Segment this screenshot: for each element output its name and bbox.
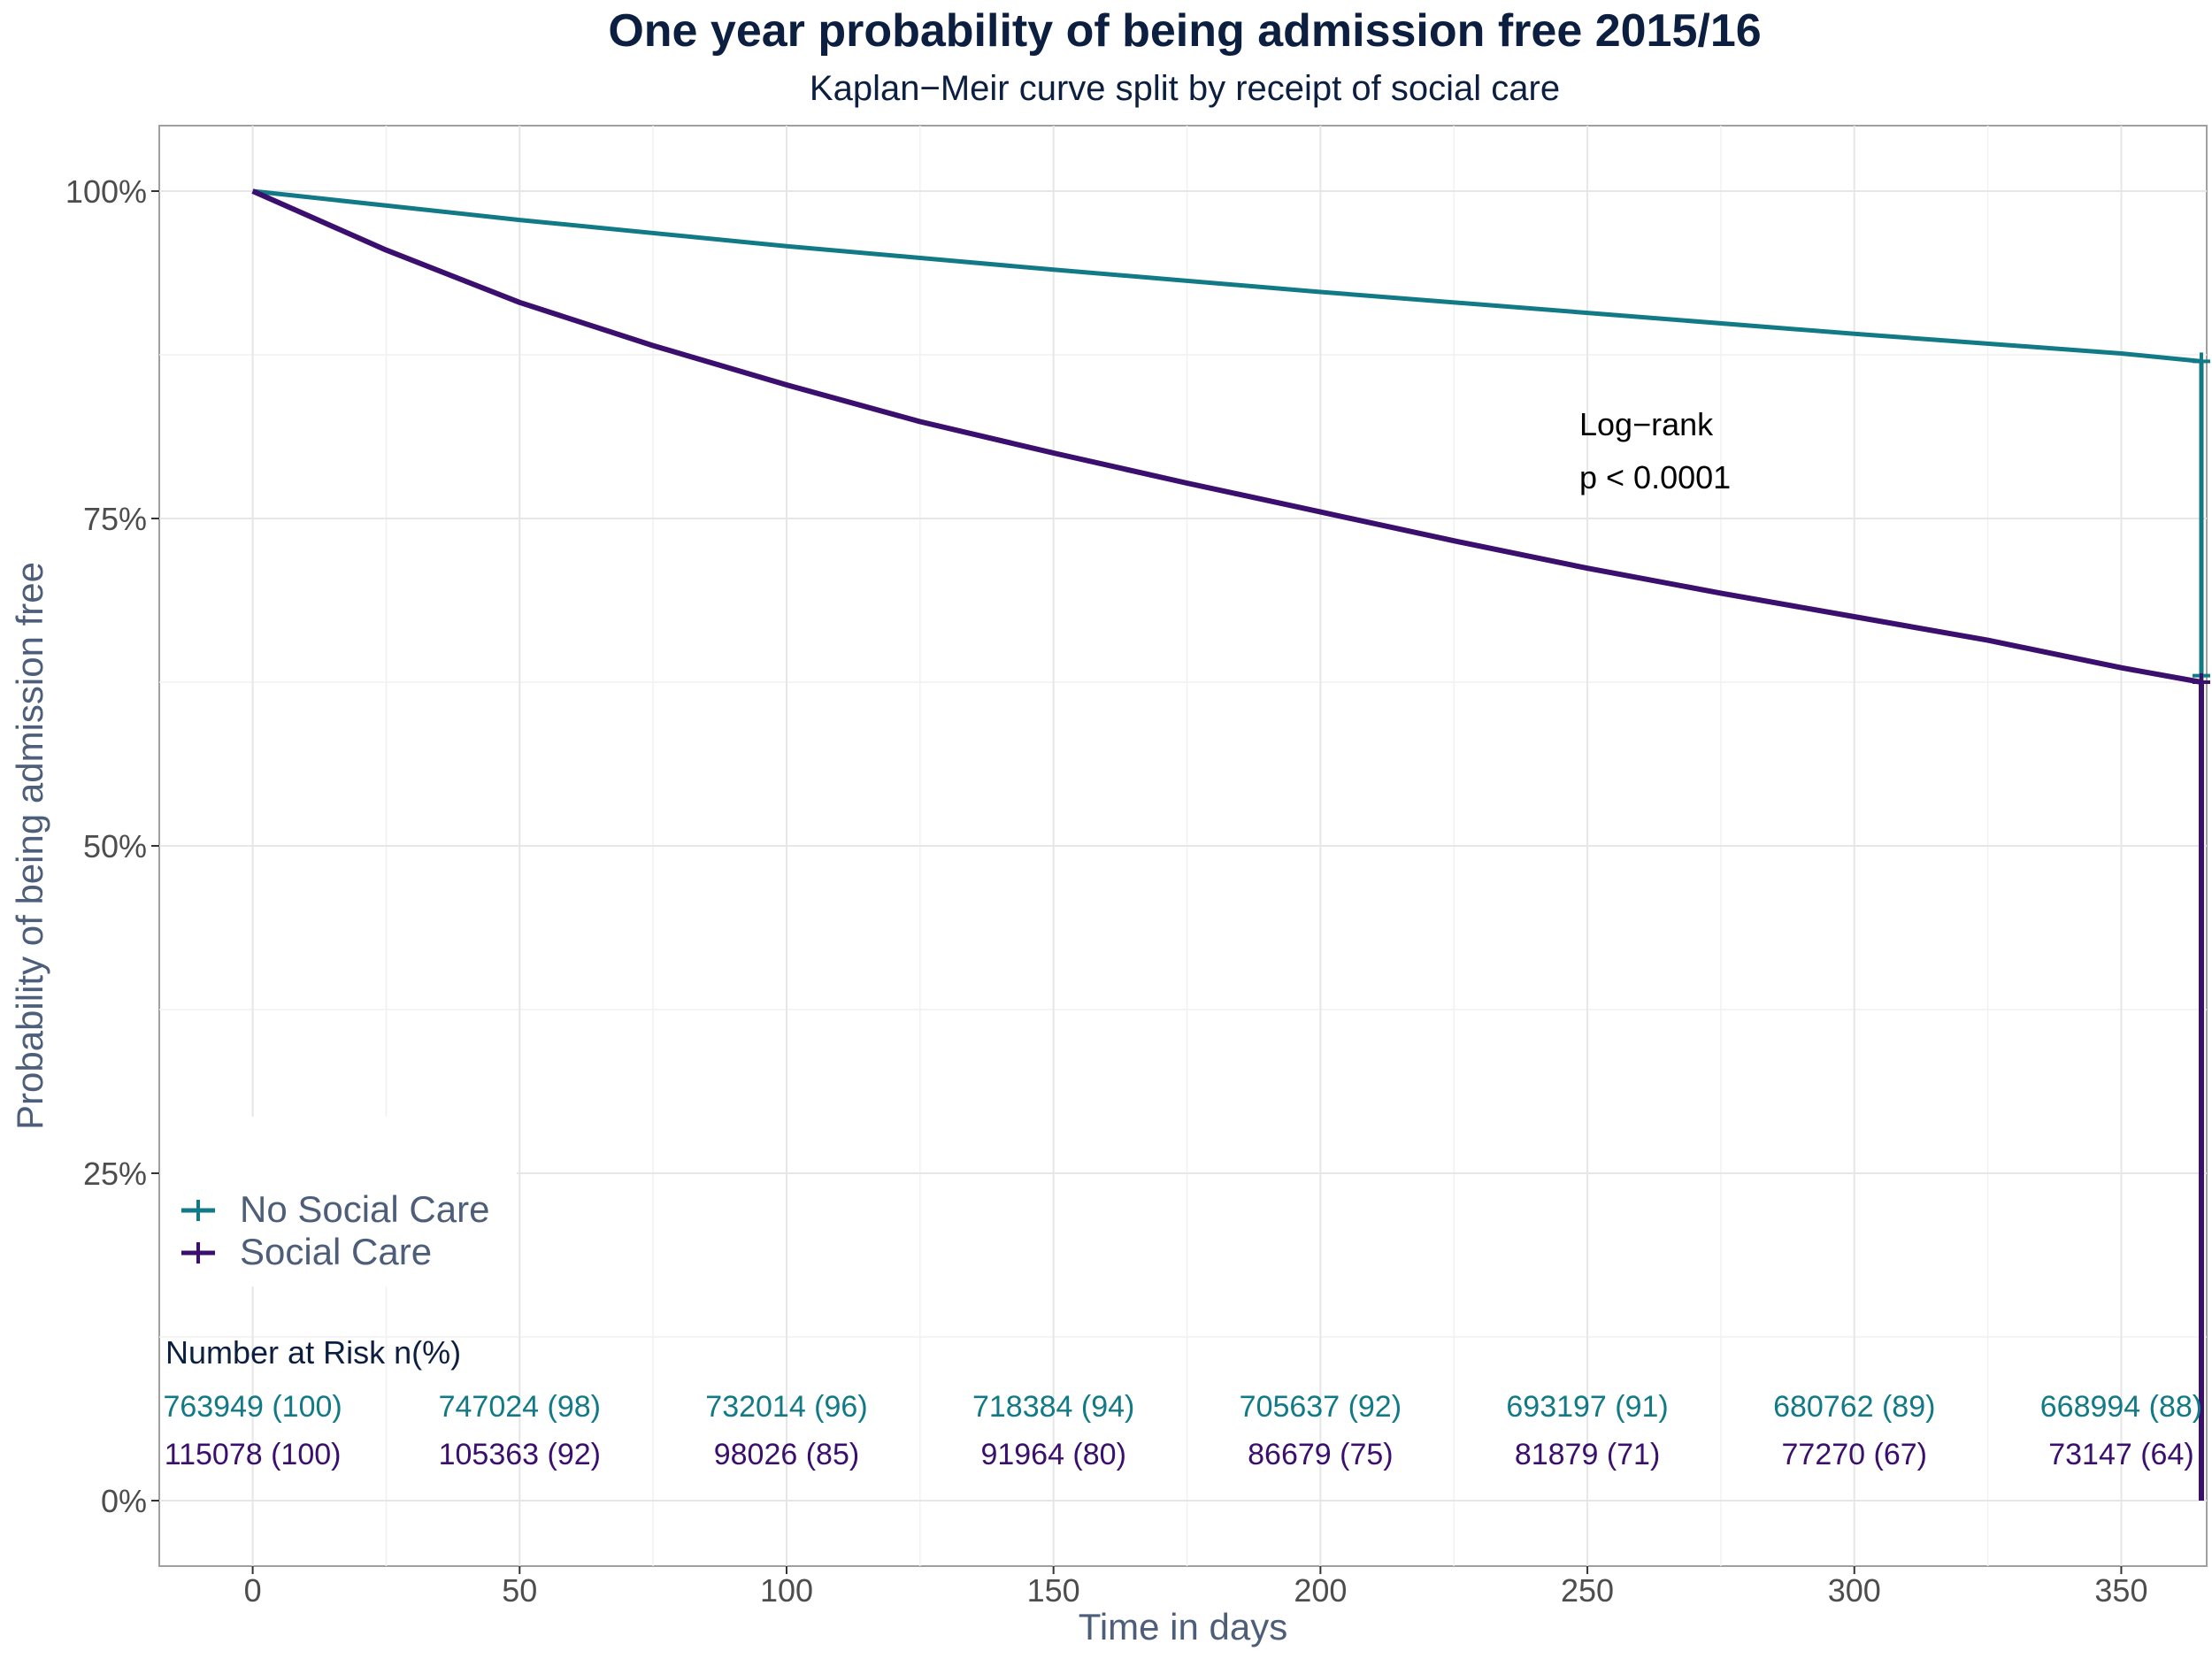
y-tick-label: 0% (101, 1483, 147, 1519)
x-axis: 0 50 100 150 200 250 300 350 (244, 1566, 2147, 1609)
risk-value: 73147 (64) (2048, 1438, 2193, 1471)
grid-minor (159, 126, 2207, 1566)
annotation-line-2: p < 0.0001 (1579, 459, 1731, 495)
x-tick-label: 300 (1828, 1572, 1881, 1609)
y-tick-label: 25% (83, 1156, 147, 1192)
risk-table-title: Number at Risk n(%) (165, 1334, 461, 1371)
y-tick-label: 75% (83, 501, 147, 537)
risk-value: 91964 (80) (980, 1438, 1125, 1471)
legend-label-no-social-care: No Social Care (240, 1188, 489, 1230)
chart-subtitle: Kaplan−Meir curve split by receipt of so… (810, 69, 1560, 108)
risk-value: 98026 (85) (714, 1438, 859, 1471)
x-tick-label: 200 (1294, 1572, 1347, 1609)
legend-background (161, 1117, 517, 1286)
y-tick-label: 100% (65, 173, 147, 210)
risk-value: 747024 (98) (439, 1390, 601, 1424)
risk-value: 115078 (100) (165, 1438, 342, 1471)
series-line-social-care (251, 188, 2204, 1501)
x-tick-label: 100 (760, 1572, 813, 1609)
legend-entry-no-social-care: No Social Care (181, 1188, 489, 1230)
risk-value: 680762 (89) (1773, 1390, 1935, 1424)
risk-value: 693197 (91) (1506, 1390, 1668, 1424)
y-axis-label: Probability of being admission free (9, 562, 50, 1130)
x-tick-label: 350 (2094, 1572, 2147, 1609)
x-tick-label: 50 (502, 1572, 537, 1609)
risk-value: 763949 (100) (163, 1390, 342, 1424)
x-tick-label: 0 (244, 1572, 262, 1609)
risk-value: 86679 (75) (1248, 1438, 1393, 1471)
annotation-line-1: Log−rank (1579, 406, 1714, 442)
y-axis: 0% 25% 50% 75% 100% (65, 173, 159, 1519)
series-line-no-social-care (252, 188, 2204, 682)
risk-table: 763949 (100) 747024 (98) 732014 (96) 718384… (163, 1390, 2202, 1471)
risk-value: 77270 (67) (1782, 1438, 1927, 1471)
risk-value: 105363 (92) (439, 1438, 601, 1471)
risk-value: 718384 (94) (972, 1390, 1134, 1424)
risk-value: 81879 (71) (1515, 1438, 1660, 1471)
legend-label-social-care: Social Care (240, 1231, 432, 1272)
risk-value: 668994 (88) (2040, 1390, 2202, 1424)
risk-value: 732014 (96) (705, 1390, 867, 1424)
legend: No Social Care Social Care (161, 1117, 517, 1286)
x-tick-label: 150 (1027, 1572, 1080, 1609)
legend-entry-social-care: Social Care (181, 1231, 432, 1272)
series-layer (251, 188, 2210, 1501)
chart-title: One year probability of being admission … (608, 5, 1761, 57)
y-tick-label: 50% (83, 828, 147, 864)
x-tick-label: 250 (1561, 1572, 1614, 1609)
risk-value: 705637 (92) (1240, 1390, 1402, 1424)
x-axis-label: Time in days (1079, 1606, 1288, 1647)
annotation-log-rank: Log−rank p < 0.0001 (1579, 406, 1731, 495)
